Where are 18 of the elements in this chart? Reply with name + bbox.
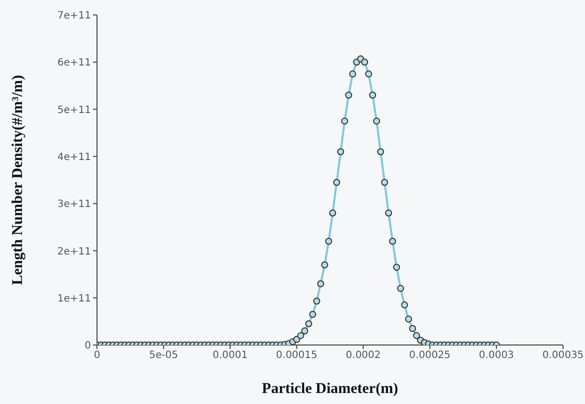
y-tick-label: 0 (84, 340, 91, 352)
x-tick-label: 0.00015 (276, 350, 318, 362)
y-tick-label: 7e+11 (57, 10, 91, 22)
x-tick-label: 0.0003 (478, 350, 514, 362)
y-tick-label: 2e+11 (57, 246, 91, 258)
x-tick-label: 0.0001 (212, 350, 248, 362)
y-axis-title: Length Number Density(#/m³/m) (10, 74, 26, 286)
y-tick-label: 3e+11 (57, 199, 91, 210)
y-tick-label: 4e+11 (57, 152, 91, 163)
y-tick-label: 1e+11 (57, 293, 91, 304)
x-axis-title: Particle Diameter(m) (262, 381, 398, 397)
x-tick-label: 0.0002 (346, 350, 381, 362)
x-tick-label: 0.00035 (542, 350, 584, 362)
x-tick-label: 0.00025 (409, 350, 451, 362)
x-tick-label: 5e-05 (149, 350, 178, 362)
y-tick-label: 5e+11 (57, 104, 91, 116)
y-tick-label: 6e+11 (57, 58, 91, 69)
x-tick-label: 0 (94, 350, 100, 362)
